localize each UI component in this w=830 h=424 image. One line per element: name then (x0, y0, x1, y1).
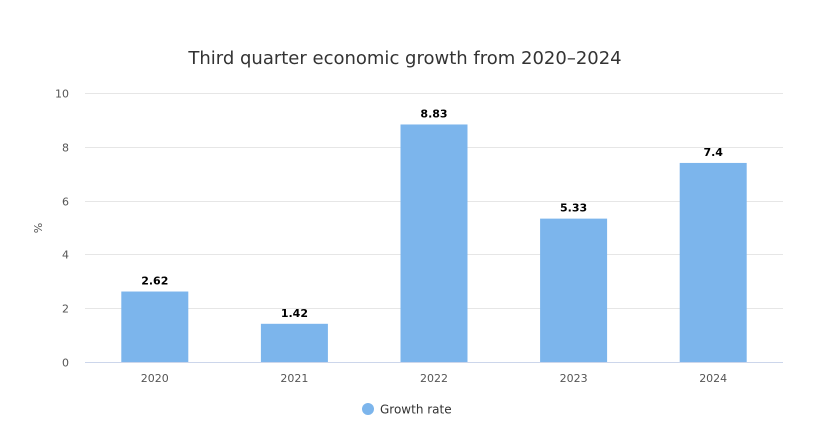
data-label-2022: 8.83 (420, 107, 447, 120)
legend[interactable]: Growth rate (362, 403, 452, 417)
legend-item-growth-rate[interactable]: Growth rate (380, 403, 452, 417)
data-label-2024: 7.4 (703, 146, 723, 159)
y-tick-label: 2 (62, 303, 69, 316)
x-axis-ticks: 2020 2021 2022 2023 2024 (141, 372, 727, 385)
chart-title: Third quarter economic growth from 2020–… (187, 48, 621, 69)
y-tick-label: 6 (62, 196, 69, 209)
bar-2023[interactable] (540, 218, 608, 362)
legend-marker (362, 403, 374, 415)
x-tick-label-2021: 2021 (280, 372, 308, 385)
y-tick-label: 0 (62, 357, 69, 370)
x-tick-label-2024: 2024 (699, 372, 727, 385)
y-axis-ticks: 0 2 4 6 8 10 (55, 88, 69, 370)
x-tick-label-2020: 2020 (141, 372, 169, 385)
y-tick-label: 10 (55, 88, 69, 101)
data-label-2023: 5.33 (560, 202, 587, 215)
y-tick-label: 4 (62, 249, 69, 262)
bar-2024[interactable] (679, 162, 747, 362)
bar-2022[interactable] (400, 124, 468, 363)
x-tick-label-2022: 2022 (420, 372, 448, 385)
data-labels: 2.62 1.42 8.83 5.33 7.4 (141, 107, 723, 319)
data-label-2021: 1.42 (281, 307, 308, 320)
y-tick-label: 8 (62, 142, 69, 155)
bars (121, 124, 747, 363)
bar-2021[interactable] (260, 323, 328, 362)
bar-2020[interactable] (121, 291, 189, 362)
data-label-2020: 2.62 (141, 275, 168, 288)
x-tick-label-2023: 2023 (560, 372, 588, 385)
y-axis-label: % (32, 223, 45, 233)
